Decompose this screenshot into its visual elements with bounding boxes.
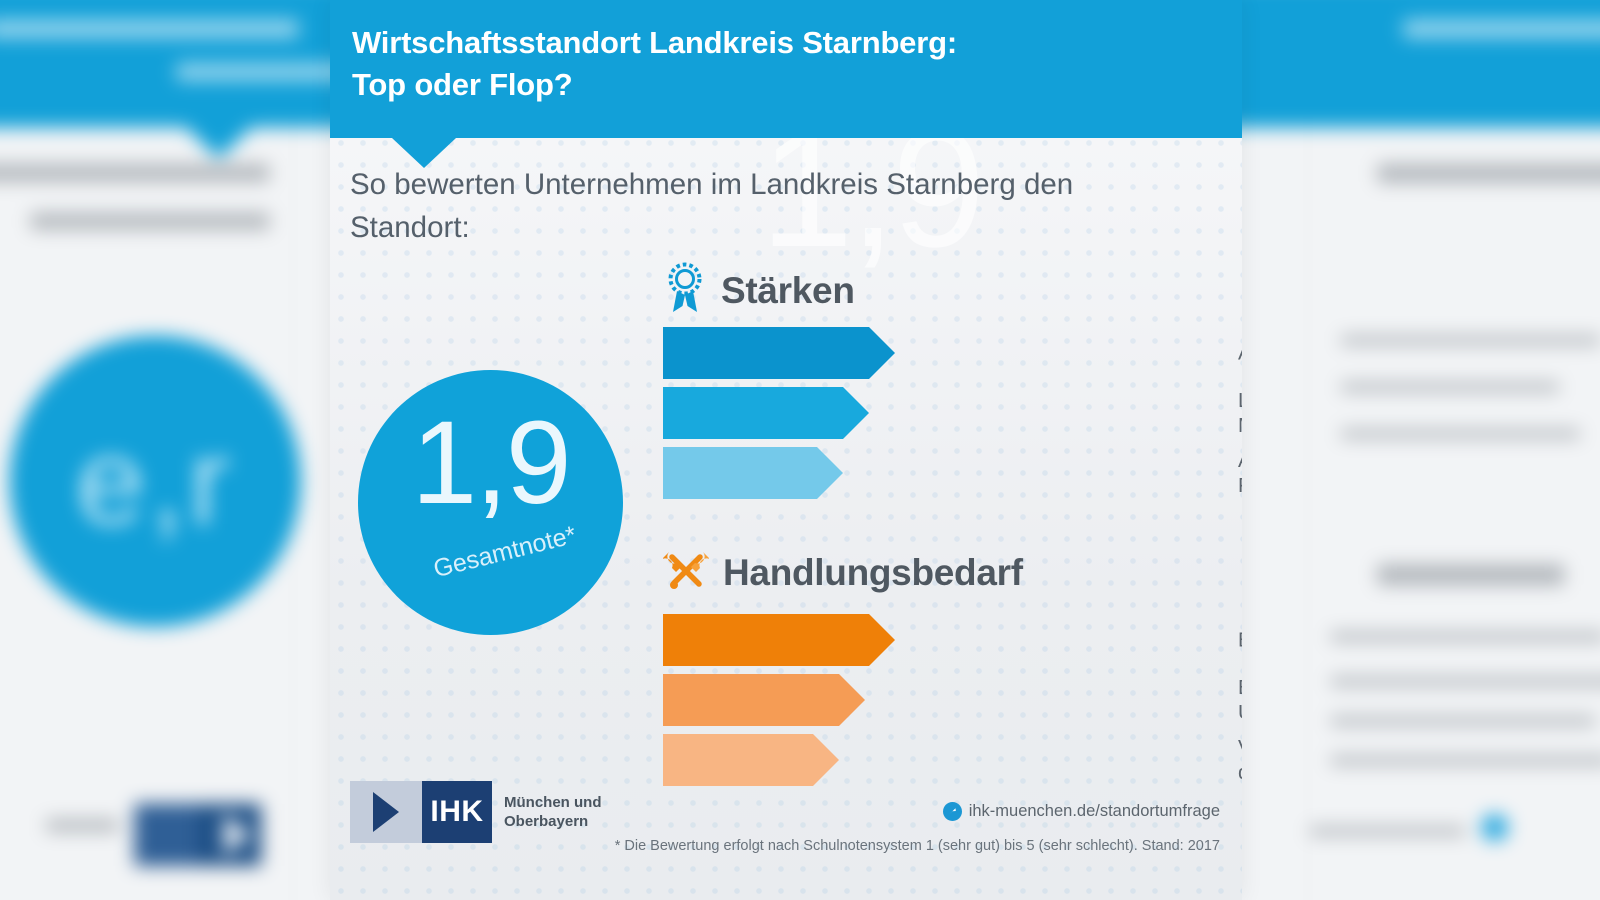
infographic-card: 1,9 Wirtschaftsstandort Landkreis Starnb…: [330, 0, 1242, 900]
section-title-strengths: Stärken: [721, 269, 855, 311]
footer-url-text: ihk-muenchen.de/standortumfrage: [968, 802, 1220, 820]
section-title-needs: Handlungsbedarf: [723, 551, 1023, 593]
footnote: * Die Bewertung erfolgt nach Schulnotens…: [614, 838, 1220, 854]
bar-shape: [663, 327, 895, 379]
bar-label: Attraktivität Wohnumfeld: [1238, 341, 1242, 366]
play-arrow-icon: [373, 792, 399, 832]
crossed-tools-icon: [661, 548, 711, 597]
header-banner: Wirtschaftsstandort Landkreis Starnberg:…: [330, 0, 1242, 138]
bar-shape: [663, 614, 895, 666]
bar-label: Loyalität und Motivation der Mitarbeiter: [1238, 388, 1242, 438]
banner-pointer-notch: [392, 138, 456, 168]
footer-url[interactable]: ihk-muenchen.de/standortumfrage: [942, 802, 1220, 821]
bar-label: Anbindung an das Fernstraßennetz: [1238, 448, 1242, 498]
award-rosette-icon: [663, 262, 707, 319]
ihk-logo-subtitle-line2: Oberbayern: [504, 813, 589, 830]
ihk-logo-mark: IHK: [350, 781, 492, 843]
section-header-needs: Handlungsbedarf: [661, 548, 1023, 597]
bar-label: Büro-/Gewerbemieten: [1238, 628, 1242, 653]
logo-arrow-panel: [350, 781, 422, 843]
overall-grade-circle: 1,9 Gesamtnote*: [358, 370, 623, 635]
bar-shape: [663, 734, 839, 786]
overall-grade-label: Gesamtnote*: [430, 520, 580, 584]
overall-grade-value: 1,9: [411, 397, 571, 529]
bar-shape: [663, 674, 865, 726]
bar-label: Verfügbarkeit von beruflich qualifiziert…: [1238, 735, 1242, 785]
bar-shape: [663, 447, 843, 499]
globe-icon: [942, 802, 962, 821]
ihk-logo: IHK München und Oberbayern: [350, 781, 602, 843]
ihk-logo-text: IHK: [422, 781, 492, 843]
page-title-line1: Wirtschaftsstandort Landkreis Starnberg:: [352, 25, 957, 60]
page-title: Wirtschaftsstandort Landkreis Starnberg:…: [352, 22, 1152, 105]
section-header-strengths: Stärken: [663, 262, 855, 319]
bar-label: Bürokratiearme Verwaltung / Unternehmerf…: [1238, 675, 1242, 725]
page-title-line2: Top oder Flop?: [352, 66, 573, 102]
subtitle: So bewerten Unternehmen im Landkreis Sta…: [350, 168, 1074, 245]
bar-shape: [663, 387, 869, 439]
ihk-logo-subtitle-line1: München und: [504, 793, 602, 811]
ihk-logo-subtitle: München und Oberbayern: [504, 793, 602, 832]
